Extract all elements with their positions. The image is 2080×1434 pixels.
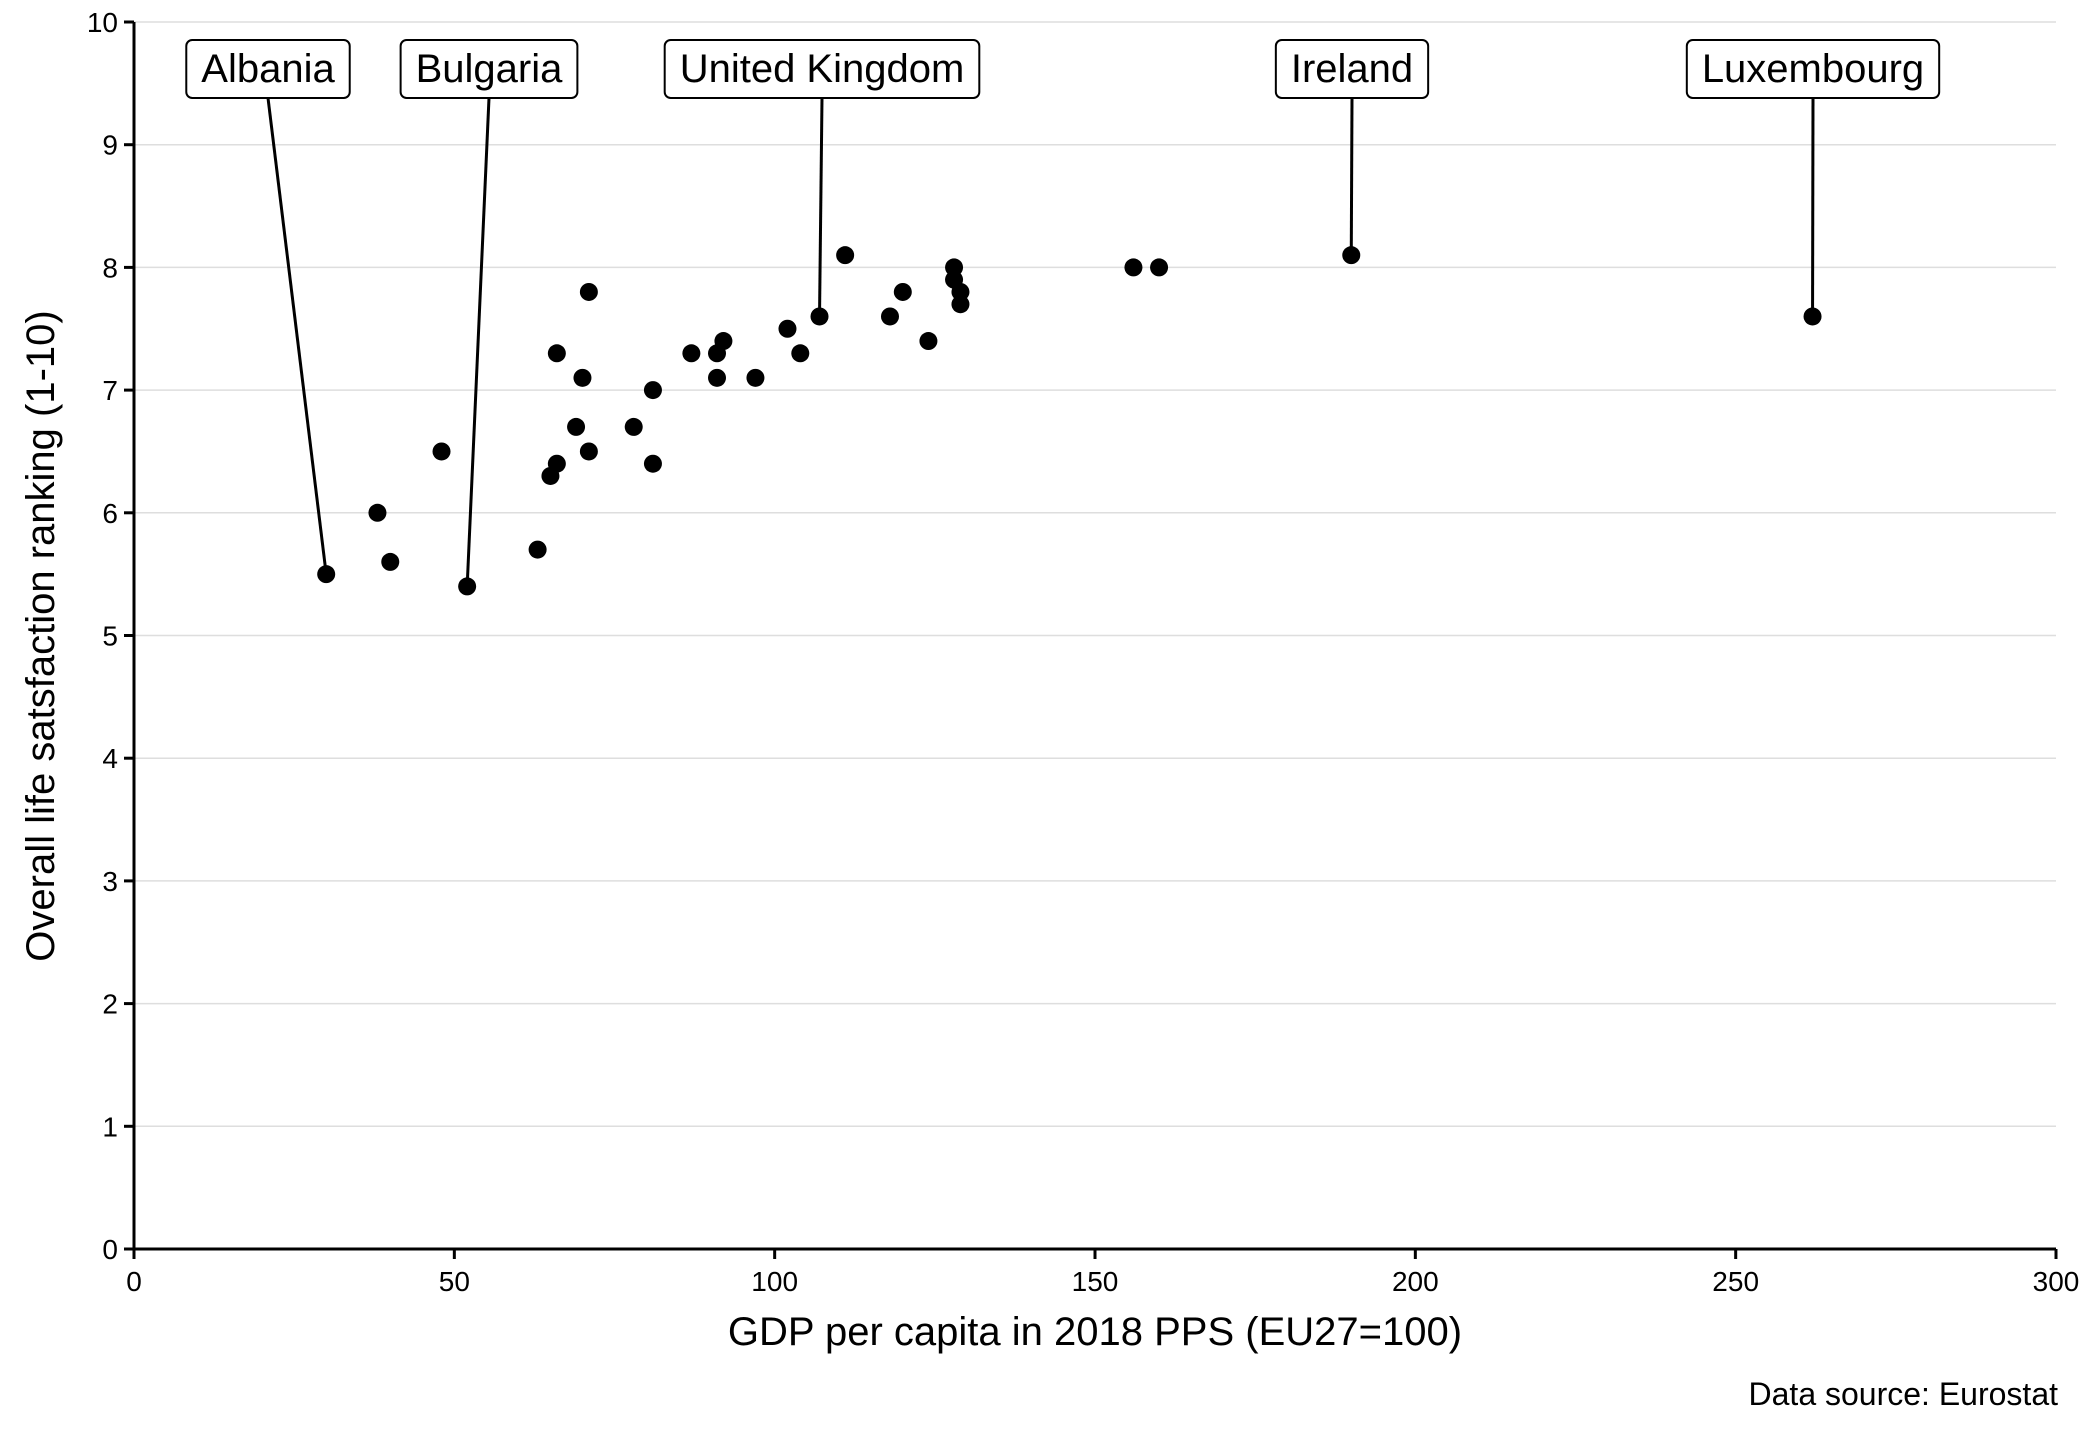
data-point [791, 344, 810, 363]
y-tick-label: 4 [102, 743, 118, 774]
data-point [547, 454, 566, 473]
annotation-text: Bulgaria [416, 47, 564, 91]
data-point [528, 540, 547, 559]
data-point [567, 417, 586, 436]
data-point [458, 577, 477, 596]
data-point [714, 332, 733, 351]
y-tick-label: 2 [102, 989, 118, 1020]
data-point [368, 503, 387, 522]
data-point [880, 307, 899, 326]
y-tick-label: 6 [102, 498, 118, 529]
y-tick-label: 10 [87, 7, 118, 38]
annotation-label: Ireland [1274, 39, 1430, 99]
data-points [317, 246, 1822, 596]
data-point [432, 442, 451, 461]
y-tick-label: 9 [102, 130, 118, 161]
gridlines [134, 21, 2056, 1128]
annotation-box [663, 39, 981, 99]
data-point [381, 552, 400, 571]
x-tick-label: 50 [439, 1266, 470, 1297]
data-point [746, 368, 765, 387]
data-point [1803, 307, 1822, 326]
y-tick-label: 0 [102, 1234, 118, 1265]
annotation-leader-line [818, 97, 824, 317]
data-point [1150, 258, 1169, 277]
annotation-text: Albania [201, 47, 335, 91]
data-point [1124, 258, 1143, 277]
y-tick-label: 8 [102, 252, 118, 283]
annotation-leader-line [1349, 97, 1354, 256]
annotation-box [1685, 39, 1941, 99]
data-point [317, 565, 336, 584]
annotation-text: Ireland [1291, 47, 1413, 91]
data-point [579, 282, 598, 301]
data-point [836, 246, 855, 265]
annotation-box [185, 39, 351, 99]
y-tick-label: 7 [102, 375, 118, 406]
annotation-label: Albania [185, 39, 351, 99]
x-tick-label: 100 [751, 1266, 798, 1297]
y-tick-label: 5 [102, 621, 118, 652]
annotation-label: Luxembourg [1685, 39, 1941, 99]
data-point [624, 417, 643, 436]
x-axis-title: GDP per capita in 2018 PPS (EU27=100) [728, 1310, 1462, 1354]
data-point [919, 332, 938, 351]
annotation-leader-line [266, 97, 328, 575]
y-tick-label: 3 [102, 866, 118, 897]
data-point [778, 319, 797, 338]
data-point [708, 368, 727, 387]
x-axis-ticks: 0 50 100 150 200 250 300 [126, 1249, 2079, 1297]
y-axis-title: Overall life satsfaction ranking (1-10) [19, 310, 63, 961]
y-axis-ticks: 0 1 2 3 4 5 6 7 8 9 10 [87, 7, 134, 1265]
data-source-caption: Data source: Eurostat [1749, 1376, 2059, 1412]
data-point [547, 344, 566, 363]
annotation-labels: Albania Bulgaria United Kingdom Ireland Luxe… [185, 39, 1941, 99]
y-tick-label: 1 [102, 1111, 118, 1142]
data-point [1342, 246, 1361, 265]
data-point [951, 295, 970, 314]
annotation-label: Bulgaria [399, 39, 579, 99]
data-point [893, 282, 912, 301]
data-point [682, 344, 701, 363]
data-point [573, 368, 592, 387]
x-tick-label: 150 [1072, 1266, 1119, 1297]
annotation-text: Luxembourg [1702, 47, 1924, 91]
annotation-box [1274, 39, 1430, 99]
annotation-leader-line [465, 97, 491, 587]
data-point [810, 307, 829, 326]
x-tick-label: 200 [1392, 1266, 1439, 1297]
x-tick-label: 250 [1712, 1266, 1759, 1297]
annotation-text: United Kingdom [680, 47, 965, 91]
annotation-box [399, 39, 579, 99]
x-tick-label: 0 [126, 1266, 142, 1297]
data-point [579, 442, 598, 461]
x-tick-label: 300 [2033, 1266, 2080, 1297]
annotation-label: United Kingdom [663, 39, 981, 99]
data-point [643, 454, 662, 473]
annotation-leaders [266, 97, 1815, 587]
data-point [643, 381, 662, 400]
